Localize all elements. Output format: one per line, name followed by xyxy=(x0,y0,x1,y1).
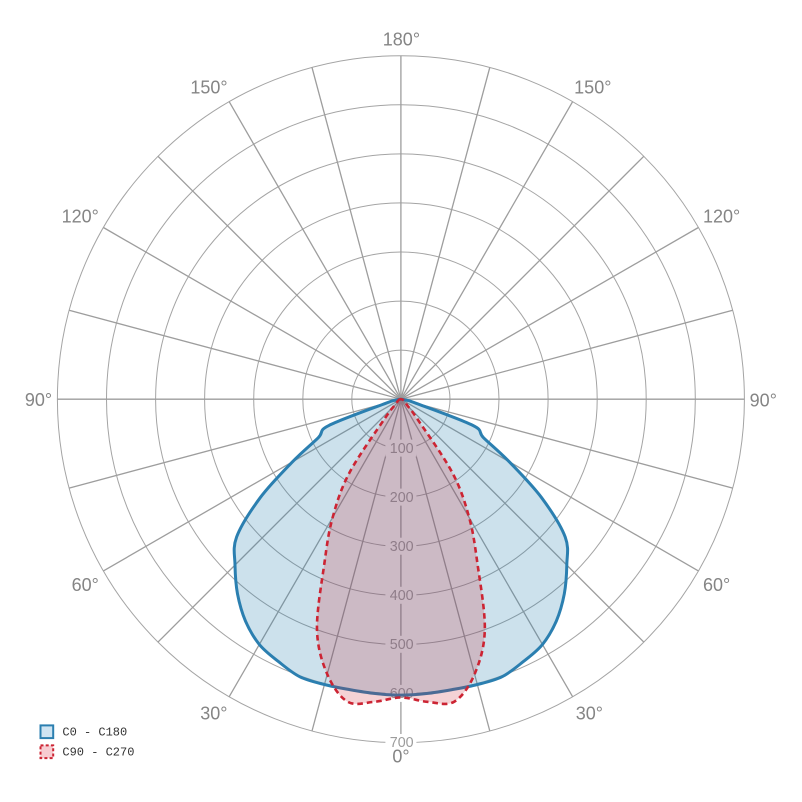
svg-text:700: 700 xyxy=(390,735,414,751)
svg-text:0°: 0° xyxy=(392,747,409,767)
svg-text:150°: 150° xyxy=(190,77,227,97)
svg-text:60°: 60° xyxy=(703,575,730,595)
svg-text:200: 200 xyxy=(390,490,414,506)
svg-text:120°: 120° xyxy=(62,206,99,226)
svg-text:C90 - C270: C90 - C270 xyxy=(62,746,134,760)
svg-text:30°: 30° xyxy=(200,704,227,724)
svg-text:C0 - C180: C0 - C180 xyxy=(62,726,127,740)
svg-text:150°: 150° xyxy=(574,77,611,97)
svg-text:90°: 90° xyxy=(25,390,52,410)
svg-text:90°: 90° xyxy=(750,391,777,411)
svg-text:300: 300 xyxy=(390,539,414,555)
svg-text:400: 400 xyxy=(390,588,414,604)
svg-text:180°: 180° xyxy=(383,30,420,50)
svg-text:60°: 60° xyxy=(72,575,99,595)
svg-text:30°: 30° xyxy=(576,704,603,724)
svg-text:100: 100 xyxy=(390,441,414,457)
svg-text:120°: 120° xyxy=(703,206,740,226)
svg-text:500: 500 xyxy=(390,637,414,653)
